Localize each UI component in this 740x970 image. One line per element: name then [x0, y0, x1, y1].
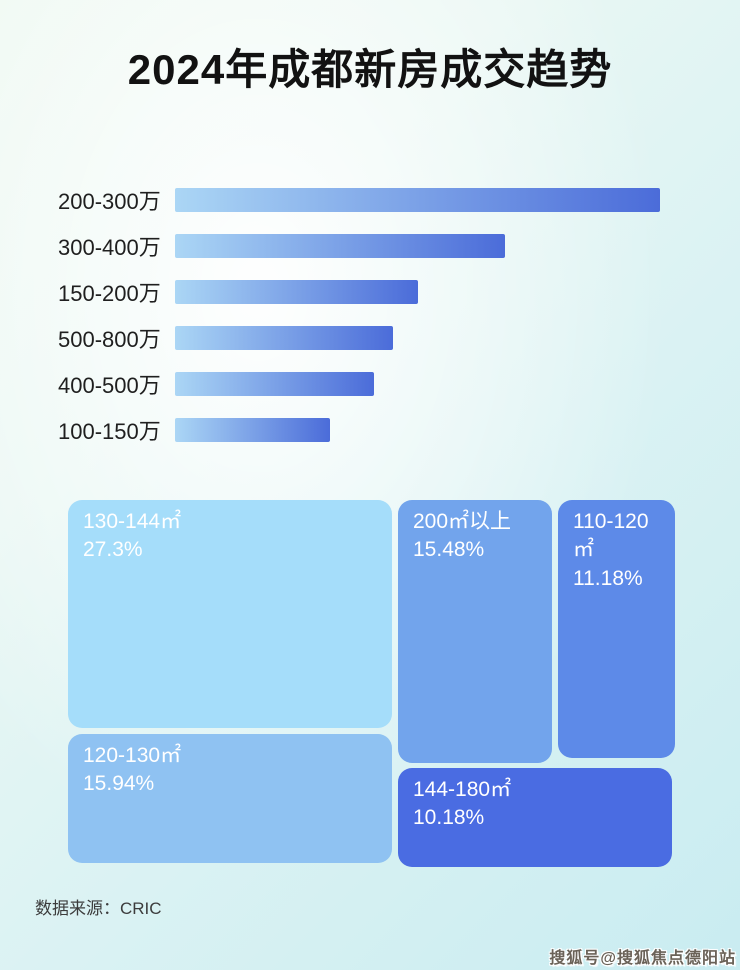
- treemap-tile: 130-144㎡ 27.3%: [68, 500, 392, 728]
- treemap-tile: 144-180㎡ 10.18%: [398, 768, 672, 867]
- bar: [175, 188, 660, 212]
- tile-value: 10.18%: [413, 806, 485, 830]
- tile-label: 144-180㎡: [413, 778, 512, 801]
- bar-category-label: 400-500万: [58, 373, 161, 398]
- bar-row: 300-400万: [25, 234, 725, 260]
- bar-category-label: 100-150万: [58, 419, 161, 444]
- bar-category-label: 150-200万: [58, 281, 161, 306]
- treemap-tile: 200㎡以上 15.48%: [398, 500, 552, 763]
- bar-row: 400-500万: [25, 372, 725, 398]
- tile-label: 200㎡以上: [413, 510, 512, 533]
- price-segment-bar-chart: 200-300万 300-400万 150-200万 500-800万 400-500万…: [25, 188, 725, 464]
- bar-row: 200-300万: [25, 188, 725, 214]
- data-source-note: 数据来源：CRIC: [35, 899, 162, 918]
- bar-category-label: 500-800万: [58, 327, 161, 352]
- bar-category-label: 300-400万: [58, 235, 161, 260]
- bar: [175, 372, 374, 396]
- bar: [175, 280, 418, 304]
- bar-row: 150-200万: [25, 280, 725, 306]
- tile-value: 27.3%: [83, 538, 143, 562]
- watermark-text: 搜狐号@搜狐焦点德阳站: [549, 950, 736, 967]
- bar: [175, 418, 330, 442]
- treemap-tile: 110-120㎡ 11.18%: [558, 500, 675, 758]
- tile-label: 110-120㎡: [573, 510, 649, 562]
- bar-row: 100-150万: [25, 418, 725, 444]
- tile-value: 11.18%: [573, 566, 643, 590]
- tile-value: 15.48%: [413, 538, 485, 562]
- tile-label: 120-130㎡: [83, 744, 182, 767]
- bar-category-label: 200-300万: [58, 189, 161, 214]
- treemap-tile: 120-130㎡ 15.94%: [68, 734, 392, 863]
- tile-value: 15.94%: [83, 772, 155, 796]
- bar: [175, 234, 505, 258]
- page-title: 2024年成都新房成交趋势: [127, 46, 613, 93]
- bar: [175, 326, 393, 350]
- tile-label: 130-144㎡: [83, 510, 182, 533]
- bar-row: 500-800万: [25, 326, 725, 352]
